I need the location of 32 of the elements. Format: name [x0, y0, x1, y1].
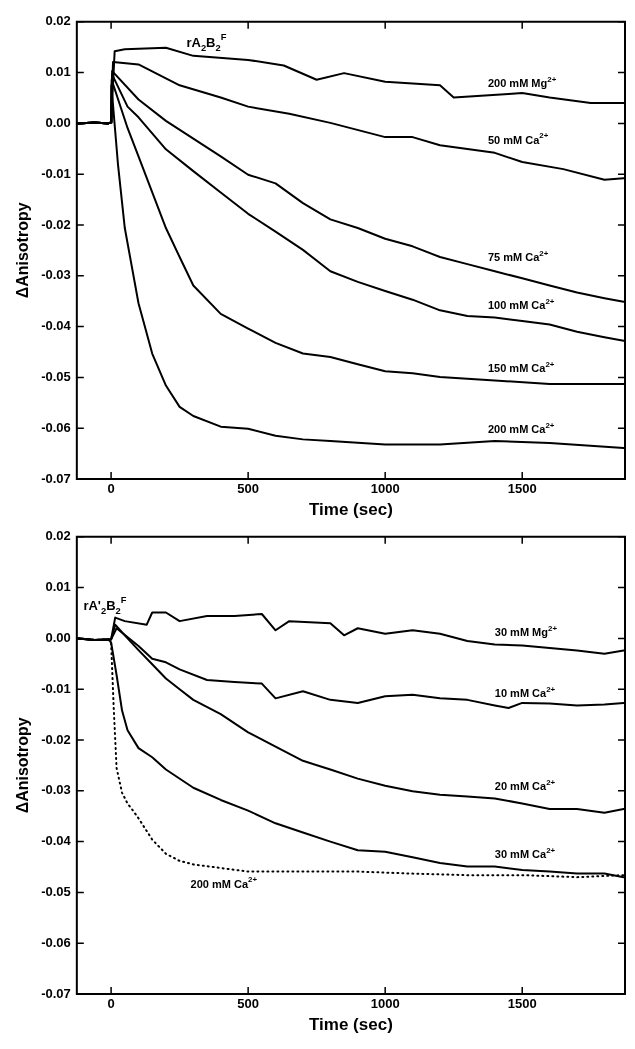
x-axis-title: Time (sec) — [309, 1015, 393, 1035]
x-tick-label: 1000 — [370, 996, 400, 1012]
y-tick-label: 0.01 — [45, 579, 71, 595]
y-tick-label: 0.00 — [45, 114, 71, 130]
y-tick-label: -0.05 — [41, 883, 71, 899]
y-tick-label: -0.02 — [41, 216, 71, 232]
y-tick-label: -0.04 — [41, 833, 72, 849]
y-tick-label: 0.01 — [45, 64, 71, 80]
y-tick-label: -0.06 — [41, 419, 71, 435]
y-tick-label: -0.07 — [41, 985, 71, 1001]
x-tick-label: 1500 — [507, 481, 537, 497]
y-tick-label: -0.01 — [41, 165, 71, 181]
y-tick-label: -0.05 — [41, 368, 71, 384]
x-tick-label: 0 — [107, 481, 115, 497]
x-tick-label: 0 — [107, 996, 115, 1012]
x-tick-label: 1000 — [370, 481, 400, 497]
y-axis-title: ΔAnisotropy — [14, 202, 32, 299]
x-axis-title: Time (sec) — [309, 500, 393, 520]
y-tick-label: -0.07 — [41, 470, 71, 486]
x-tick-label: 500 — [237, 996, 259, 1012]
x-tick-label: 500 — [237, 481, 259, 497]
y-tick-label: -0.03 — [41, 782, 71, 798]
y-tick-label: -0.04 — [41, 318, 72, 334]
y-tick-label: -0.06 — [41, 934, 71, 950]
y-tick-label: -0.02 — [41, 731, 71, 747]
y-tick-label: 0.02 — [45, 528, 71, 544]
y-tick-label: -0.01 — [41, 680, 71, 696]
y-tick-label: -0.03 — [41, 267, 71, 283]
y-axis-title: ΔAnisotropy — [14, 717, 32, 814]
y-tick-label: 0.02 — [45, 13, 71, 29]
y-tick-label: 0.00 — [45, 629, 71, 645]
x-tick-label: 1500 — [507, 996, 537, 1012]
